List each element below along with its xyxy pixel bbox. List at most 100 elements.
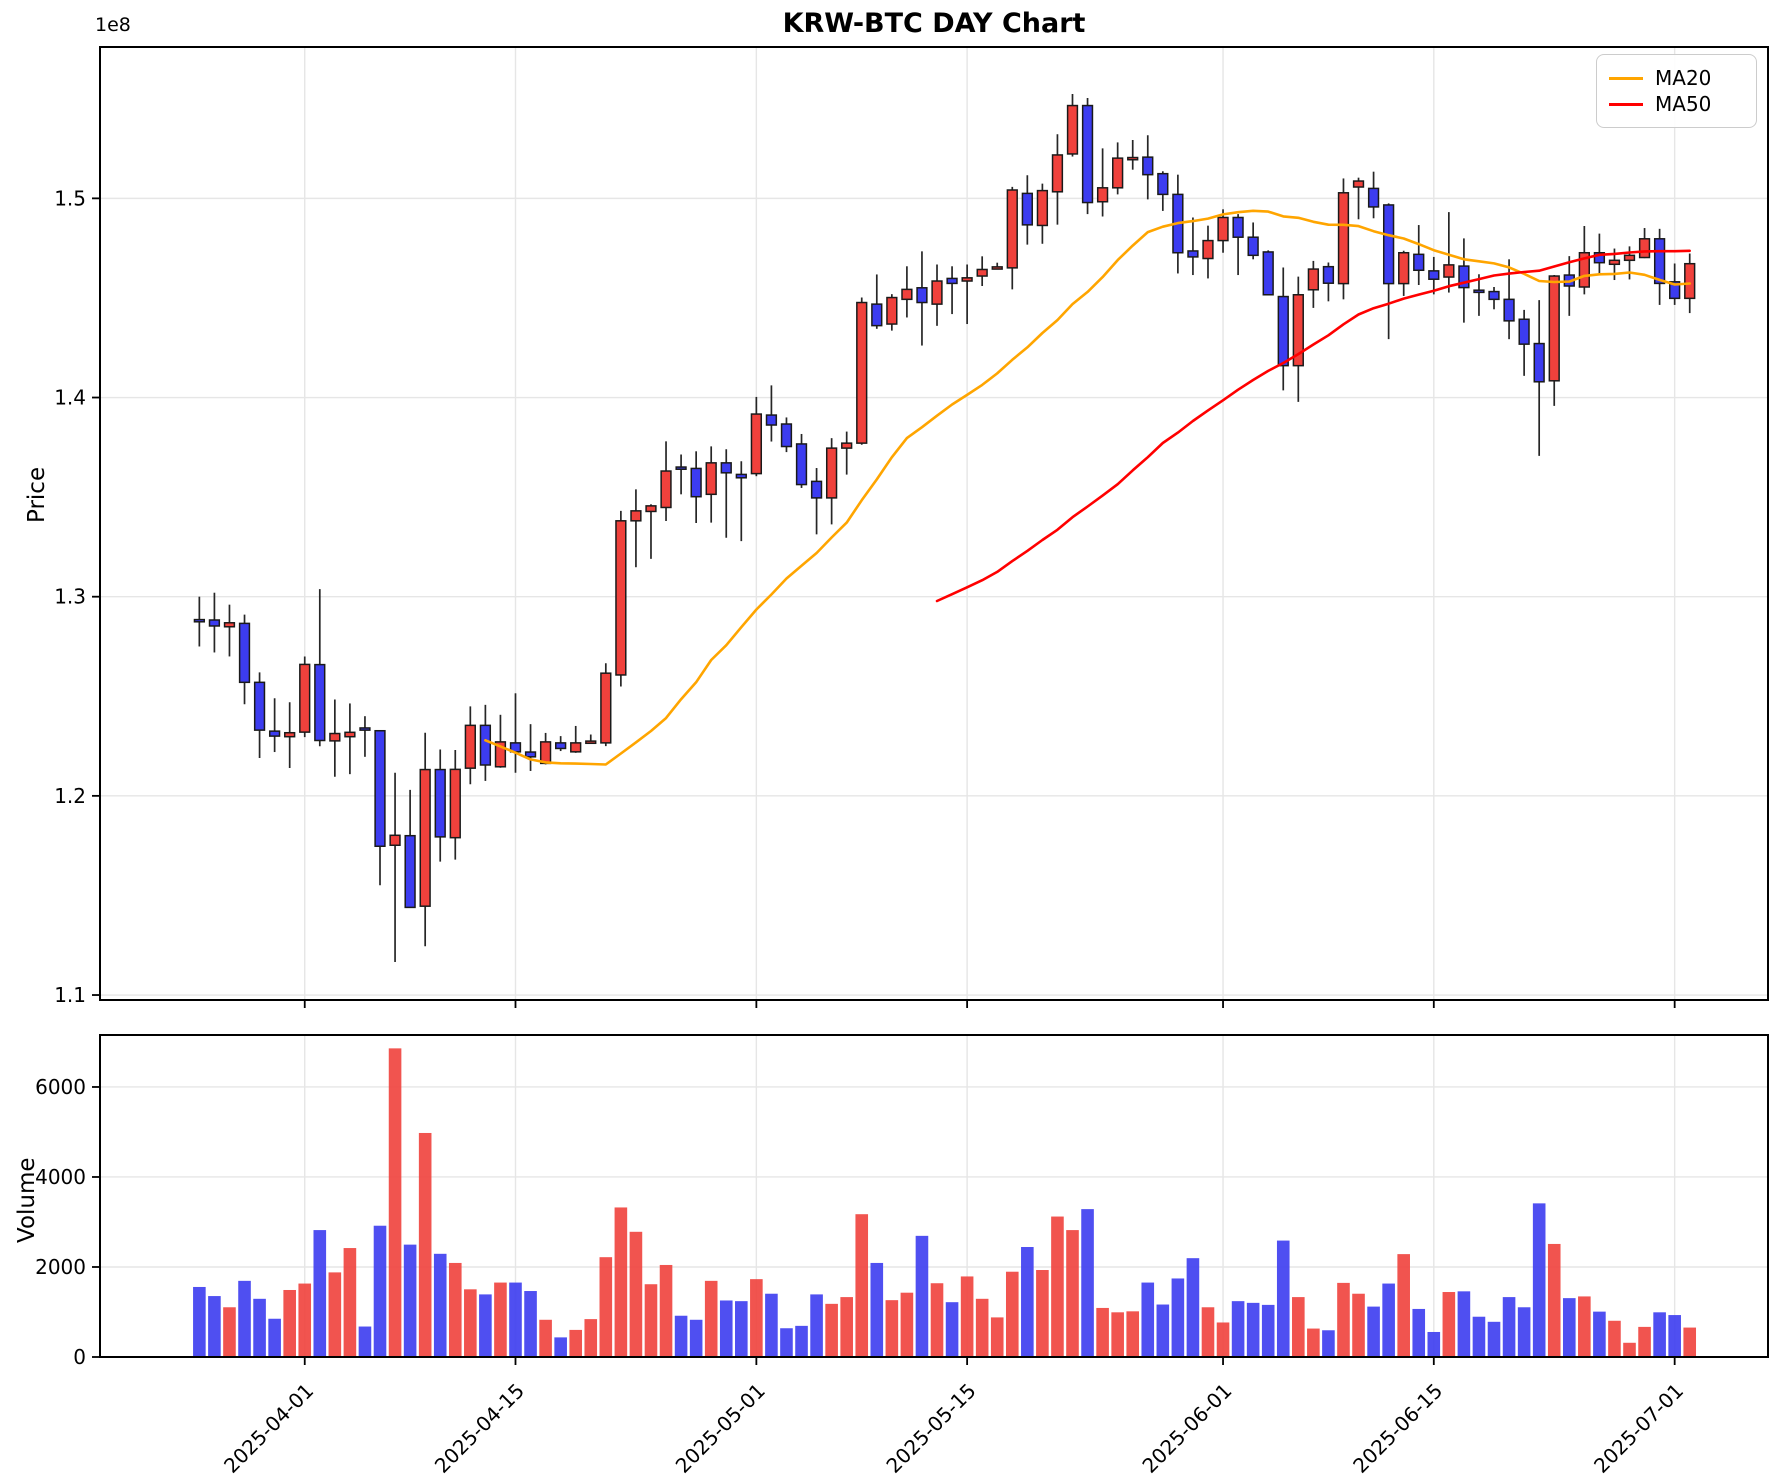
candle-body [1533, 342, 1545, 383]
volume-bar [539, 1319, 552, 1357]
volume-bar [1261, 1304, 1275, 1357]
volume-bar [1532, 1203, 1546, 1357]
volume-bar [1487, 1321, 1501, 1357]
volume-bar [1517, 1307, 1531, 1357]
candle-body [223, 622, 236, 628]
volume-bar [223, 1307, 236, 1357]
volume-bar [719, 1300, 733, 1357]
candle-body [705, 462, 717, 496]
candle-body [359, 727, 371, 731]
volume-bar [1156, 1304, 1170, 1357]
candle-body [1157, 172, 1169, 196]
candle-body [1623, 254, 1636, 262]
volume-bar [1051, 1216, 1064, 1357]
volume-bar [1457, 1291, 1471, 1357]
candle-body [750, 413, 763, 475]
candle-body [1398, 251, 1410, 285]
candle-body [1307, 268, 1320, 291]
volume-bar [1502, 1297, 1516, 1357]
candle-body [795, 443, 808, 486]
candle-body [1352, 180, 1365, 188]
candle-body [1548, 275, 1560, 382]
candle-body [208, 619, 221, 627]
volume-bar [1442, 1292, 1456, 1357]
volume-bar [990, 1317, 1004, 1357]
candle-body [1217, 216, 1229, 242]
candle-body [1006, 189, 1018, 269]
candle-body [1036, 189, 1049, 227]
candle-body [494, 741, 507, 768]
volume-bar [1005, 1271, 1019, 1357]
volume-bar [479, 1294, 492, 1357]
legend: MA20 MA50 [1596, 54, 1757, 128]
volume-bar [1246, 1302, 1260, 1357]
volume-bar [1096, 1307, 1109, 1357]
volume-bar [298, 1283, 312, 1357]
volume-bar [614, 1207, 628, 1357]
volume-bar [1638, 1326, 1651, 1357]
candle-body [961, 277, 973, 282]
volume-bar [403, 1244, 417, 1357]
candle-body [856, 301, 868, 444]
volume-bar [810, 1294, 823, 1357]
candle-body [253, 681, 266, 731]
candle-body [464, 724, 476, 769]
volume-bar [1623, 1342, 1636, 1357]
price-tick-label: 1.2 [54, 784, 86, 808]
candle-body [871, 303, 883, 327]
volume-bar [1231, 1301, 1245, 1357]
volume-bar [1427, 1331, 1441, 1357]
volume-bar [945, 1302, 959, 1357]
candle-body [1247, 236, 1259, 257]
volume-axis-label: Volume [14, 1157, 40, 1243]
volume-bar [735, 1301, 748, 1357]
candle-body [810, 480, 823, 499]
candle-body [539, 741, 552, 765]
candle-body [1202, 239, 1214, 260]
candle-body [344, 731, 356, 738]
candle-body [374, 729, 386, 847]
volume-bar [900, 1292, 914, 1357]
volume-bar [1668, 1315, 1681, 1357]
volume-bar [1472, 1316, 1486, 1357]
volume-bar [1276, 1240, 1290, 1357]
volume-bar [1066, 1230, 1079, 1357]
date-tick-label: 2025-05-15 [881, 1379, 980, 1478]
volume-bar [750, 1279, 763, 1357]
ma20-line-swatch [1609, 76, 1643, 80]
price-tick-label: 1.3 [54, 585, 86, 609]
candle-body [946, 277, 958, 285]
candle-body [299, 663, 311, 733]
volume-bar [1171, 1278, 1185, 1357]
date-tick-label: 2025-06-01 [1137, 1379, 1236, 1478]
volume-bar [689, 1319, 703, 1357]
candle-body [524, 751, 537, 758]
volume-bar [1201, 1307, 1215, 1357]
volume-bar [1141, 1282, 1155, 1357]
price-tick-label: 1.1 [54, 983, 86, 1007]
candle-body [434, 768, 446, 838]
volume-bar [313, 1230, 327, 1357]
volume-bar [358, 1326, 372, 1357]
candle-body [1322, 265, 1335, 284]
date-tick-label: 2025-04-15 [430, 1379, 529, 1478]
candle-body [570, 742, 582, 753]
volume-bar [373, 1225, 387, 1357]
volume-bar [960, 1276, 974, 1357]
volume-bar [674, 1315, 688, 1357]
price-tick-label: 1.4 [54, 386, 86, 410]
candle-body [675, 466, 687, 470]
volume-bar [208, 1296, 221, 1357]
candle-body [1518, 318, 1530, 345]
candle-body [1413, 253, 1425, 272]
volume-bar [780, 1328, 793, 1357]
volume-bar [1382, 1283, 1395, 1357]
candle-body [600, 672, 612, 744]
volume-bar [1322, 1330, 1335, 1357]
price-axis-offset-label: 1e8 [95, 14, 131, 36]
candle-body [1428, 270, 1440, 280]
volume-bar [238, 1280, 251, 1357]
candle-body [419, 768, 431, 907]
